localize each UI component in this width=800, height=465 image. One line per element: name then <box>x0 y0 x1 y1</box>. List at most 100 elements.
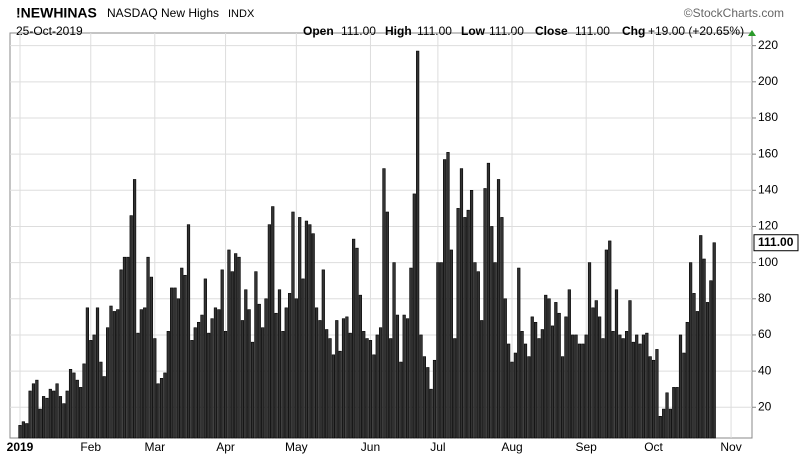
bar <box>267 224 271 439</box>
brand: ©StockCharts.com <box>684 6 784 20</box>
bar <box>503 298 507 439</box>
bar <box>486 162 491 439</box>
bar <box>203 278 207 439</box>
y-tick-label: 40 <box>758 363 772 377</box>
bar <box>99 361 103 439</box>
bar <box>136 332 140 439</box>
bar <box>176 298 180 439</box>
bar <box>648 356 652 439</box>
up-arrow <box>748 30 756 36</box>
bar <box>58 396 63 439</box>
bar <box>348 332 352 439</box>
bar <box>109 305 113 439</box>
bar <box>560 356 565 439</box>
bar <box>382 168 386 439</box>
bar <box>298 217 302 439</box>
bar <box>234 253 238 439</box>
bar <box>170 287 174 439</box>
bar <box>325 329 329 439</box>
bar <box>520 331 524 439</box>
bar <box>443 159 447 439</box>
symbol: !NEWHINAS <box>16 5 97 21</box>
bar <box>85 307 89 439</box>
bar <box>368 340 373 439</box>
bar <box>372 354 376 439</box>
high: 111.00 <box>417 24 452 38</box>
chg: +19.00 (+20.65%) <box>648 24 744 38</box>
bar <box>213 307 218 439</box>
x-tick-label: Jul <box>430 440 445 454</box>
bar <box>358 294 362 439</box>
bar <box>608 240 612 439</box>
bar <box>493 262 497 439</box>
high-label: High <box>385 24 412 38</box>
bar <box>631 341 635 439</box>
bar <box>89 340 93 439</box>
bar <box>230 271 234 439</box>
bar <box>581 343 585 439</box>
low: 111.00 <box>489 24 524 38</box>
bar <box>291 211 295 439</box>
bar <box>473 262 477 439</box>
bar <box>207 332 211 439</box>
x-tick-label: Nov <box>720 440 741 454</box>
last-price-label: 111.00 <box>758 235 794 249</box>
bar <box>490 226 494 439</box>
bar <box>122 256 127 439</box>
bar <box>422 356 427 439</box>
bar <box>102 376 106 439</box>
bar <box>571 334 575 439</box>
bar <box>587 262 592 439</box>
bar <box>132 179 137 439</box>
bar <box>244 289 248 439</box>
bar <box>82 363 86 439</box>
bar <box>79 387 83 439</box>
bar <box>611 331 615 439</box>
bar <box>665 392 669 439</box>
bar <box>395 314 400 439</box>
bar <box>173 287 177 439</box>
bar <box>335 320 339 439</box>
bar <box>507 343 511 439</box>
y-tick-label: 20 <box>758 399 772 413</box>
bar <box>112 311 116 439</box>
bar <box>156 383 160 439</box>
bar <box>517 267 521 439</box>
bar <box>186 224 191 439</box>
bar <box>45 397 49 439</box>
bar <box>106 327 110 439</box>
bar <box>712 242 716 439</box>
bar <box>38 408 42 439</box>
bar <box>362 331 366 439</box>
x-tick-label: Mar <box>144 440 165 454</box>
bar <box>675 387 679 439</box>
bar <box>655 349 659 439</box>
bar <box>409 267 413 439</box>
bar <box>139 309 143 439</box>
bar <box>685 321 689 439</box>
bar <box>284 307 288 439</box>
bar <box>651 359 656 439</box>
x-tick-label: Sep <box>575 440 597 454</box>
bar <box>419 334 423 439</box>
bar <box>604 249 608 439</box>
bar <box>429 388 433 439</box>
bar <box>274 312 278 439</box>
bar <box>389 338 393 439</box>
bar <box>399 361 403 439</box>
bar <box>92 334 96 439</box>
bar <box>554 302 558 439</box>
bar <box>601 338 605 439</box>
bar <box>412 193 416 439</box>
open: 111.00 <box>341 24 376 38</box>
ohlc: Open 111.00 High 111.00 Low 111.00 Close… <box>303 24 756 38</box>
bar <box>682 352 686 439</box>
bar <box>355 247 359 439</box>
bar <box>621 338 625 439</box>
close: 111.00 <box>575 24 610 38</box>
bar <box>702 258 706 439</box>
x-tick-label: Apr <box>216 440 235 454</box>
bar <box>540 329 544 439</box>
bar <box>692 293 696 439</box>
